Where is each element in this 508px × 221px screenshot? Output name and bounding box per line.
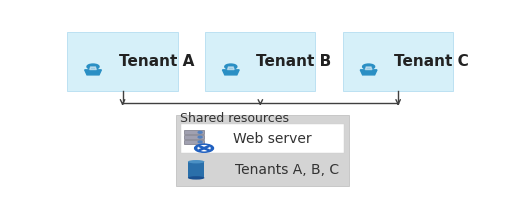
Text: Tenant A: Tenant A [118, 54, 194, 69]
Circle shape [87, 64, 99, 69]
Polygon shape [365, 67, 372, 70]
Circle shape [198, 141, 202, 143]
FancyBboxPatch shape [188, 162, 204, 178]
Ellipse shape [188, 176, 204, 180]
Circle shape [195, 144, 213, 152]
FancyBboxPatch shape [343, 32, 453, 91]
FancyBboxPatch shape [184, 135, 204, 139]
FancyBboxPatch shape [181, 124, 344, 153]
FancyBboxPatch shape [68, 32, 178, 91]
FancyBboxPatch shape [184, 130, 204, 134]
FancyBboxPatch shape [205, 32, 315, 91]
Circle shape [225, 64, 237, 69]
Text: Shared resources: Shared resources [180, 112, 289, 126]
Polygon shape [90, 67, 97, 70]
Polygon shape [228, 67, 234, 70]
Text: Tenant B: Tenant B [257, 54, 332, 69]
Polygon shape [360, 70, 377, 75]
Ellipse shape [188, 160, 204, 163]
FancyBboxPatch shape [184, 140, 204, 144]
Polygon shape [223, 70, 239, 75]
Text: Tenants A, B, C: Tenants A, B, C [235, 163, 339, 177]
Text: Web server: Web server [233, 132, 311, 146]
FancyBboxPatch shape [181, 156, 344, 184]
Circle shape [198, 131, 202, 133]
Text: Tenant C: Tenant C [394, 54, 469, 69]
Circle shape [198, 136, 202, 138]
Polygon shape [85, 70, 102, 75]
Circle shape [363, 64, 374, 69]
Circle shape [198, 146, 210, 151]
FancyBboxPatch shape [176, 115, 349, 187]
